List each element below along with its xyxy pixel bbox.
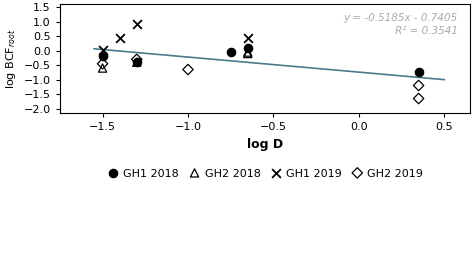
GH1 2019 <box>133 22 140 27</box>
Legend: GH1 2018, GH2 2018, GH1 2019, GH2 2019: GH1 2018, GH2 2018, GH1 2019, GH2 2019 <box>102 164 428 183</box>
GH2 2018 <box>244 50 252 54</box>
GH1 2018 <box>415 70 422 74</box>
GH1 2018 <box>99 54 106 59</box>
GH1 2019 <box>99 48 106 52</box>
GH1 2019 <box>244 35 252 40</box>
GH1 2018 <box>244 46 252 50</box>
Text: R² = 0.3541: R² = 0.3541 <box>394 26 457 36</box>
Y-axis label: log BCF$_{root}$: log BCF$_{root}$ <box>4 29 18 89</box>
GH2 2018 <box>244 51 252 56</box>
X-axis label: log D: log D <box>247 138 283 151</box>
GH1 2018 <box>227 50 235 54</box>
GH2 2019 <box>415 83 422 88</box>
GH2 2018 <box>133 60 140 64</box>
Text: y = -0.5185x - 0.7405: y = -0.5185x - 0.7405 <box>343 13 457 23</box>
GH2 2019 <box>184 67 192 72</box>
GH2 2019 <box>99 62 106 66</box>
GH2 2018 <box>99 66 106 70</box>
GH1 2018 <box>133 60 140 64</box>
GH2 2019 <box>415 96 422 101</box>
GH1 2019 <box>116 35 123 40</box>
GH2 2019 <box>133 57 140 62</box>
